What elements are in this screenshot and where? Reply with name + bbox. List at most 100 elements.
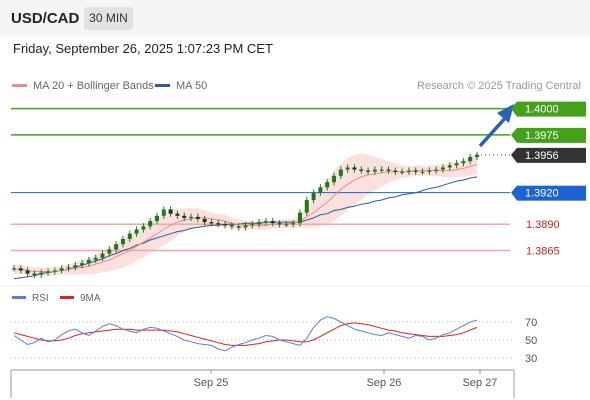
candle [32, 273, 37, 275]
candle [189, 216, 194, 219]
candle [209, 222, 214, 224]
candle [257, 222, 262, 225]
candle [141, 226, 146, 230]
candle [379, 169, 384, 171]
legend-ma20: MA 20 + Bollinger Bands [12, 80, 154, 92]
candle [386, 169, 391, 171]
ma20-line [14, 163, 478, 272]
x-tick-Sep-27: Sep 27 [463, 377, 498, 389]
ma20-swatch [12, 83, 27, 87]
candle [182, 215, 187, 218]
candle [345, 167, 350, 170]
candle [100, 253, 105, 258]
candle [86, 259, 91, 264]
candle [475, 154, 479, 157]
candle [277, 223, 282, 225]
legend-ma50: MA 50 [155, 80, 207, 92]
candle [406, 170, 411, 172]
level-box-1.4000 [517, 101, 586, 117]
level-label-1.4000: 1.4000 [525, 104, 559, 116]
rsi-tick-50: 50 [525, 335, 537, 347]
level-box-pointer [511, 185, 517, 201]
candle [25, 270, 30, 274]
candle [270, 221, 275, 224]
level-box-1.3975 [517, 127, 586, 143]
level-box-pointer [511, 127, 517, 143]
candle [73, 265, 78, 268]
candle [127, 233, 132, 239]
rsi-ma-label: 9MA [80, 293, 101, 304]
ma50-label: MA 50 [176, 80, 208, 92]
candle [154, 215, 159, 222]
candle [352, 167, 357, 170]
candle [318, 187, 323, 193]
candle [400, 171, 405, 173]
candle [52, 270, 57, 272]
candle [18, 268, 23, 271]
candle [229, 225, 234, 227]
chart-header: USD/CAD 30 MIN [0, 0, 590, 37]
candle [440, 167, 445, 170]
candle [393, 170, 398, 172]
projection-arrow [478, 114, 509, 148]
candle [46, 271, 51, 273]
rsi-line [13, 316, 478, 352]
candle [148, 221, 153, 227]
rsi-tick-30: 30 [525, 353, 537, 365]
x-tick-Sep-26: Sep 26 [367, 377, 402, 389]
symbol-label: USD/CAD [11, 10, 80, 27]
datetime-label: Friday, September 26, 2025 1:07:23 PM CE… [13, 41, 273, 56]
candle [114, 244, 119, 250]
legend-rsi: RSI [12, 293, 49, 304]
credit-label: Research © 2025 Trading Central [416, 80, 581, 92]
candle [107, 249, 112, 254]
candle [284, 224, 289, 226]
candle [325, 182, 330, 188]
candle [263, 221, 268, 223]
level-box-1.3956 [517, 147, 586, 163]
level-label-1.3975: 1.3975 [525, 130, 559, 142]
level-label-1.3865: 1.3865 [526, 245, 560, 257]
candle [195, 216, 200, 219]
candle [372, 169, 377, 172]
rsi-label: RSI [32, 293, 49, 304]
candle [223, 224, 228, 226]
ma20-label: MA 20 + Bollinger Bands [33, 80, 154, 92]
level-label-1.3956: 1.3956 [525, 150, 559, 162]
level-box-pointer [511, 147, 517, 163]
candle [12, 268, 16, 270]
candle [420, 171, 425, 173]
candle [413, 170, 418, 172]
candle [236, 226, 241, 228]
level-label-1.3890: 1.3890 [526, 219, 560, 231]
projection-arrowhead [497, 104, 514, 123]
candle [366, 170, 371, 172]
candle [243, 225, 248, 228]
candle [66, 267, 71, 269]
legend-rsi-ma: 9MA [60, 293, 101, 304]
candle [93, 257, 98, 260]
candle [427, 170, 432, 172]
rsi-ma-line [13, 322, 478, 346]
candle [250, 224, 255, 226]
level-box-pointer [511, 101, 517, 117]
candle [461, 161, 466, 164]
candle [168, 209, 173, 214]
candle [80, 263, 85, 266]
level-label-1.3920: 1.3920 [525, 188, 559, 200]
rsi-tick-70: 70 [525, 317, 537, 329]
candle [202, 218, 207, 223]
candle [311, 192, 316, 201]
candle [297, 212, 302, 224]
x-tick-Sep-25: Sep 25 [194, 377, 229, 389]
ma50-swatch [155, 83, 170, 87]
candle [468, 156, 473, 162]
candle [216, 223, 221, 225]
candle [291, 223, 296, 225]
candle [134, 229, 139, 234]
timeframe-button[interactable]: 30 MIN [84, 7, 133, 30]
candle [39, 272, 44, 275]
candle [332, 175, 337, 183]
candle [447, 165, 452, 168]
